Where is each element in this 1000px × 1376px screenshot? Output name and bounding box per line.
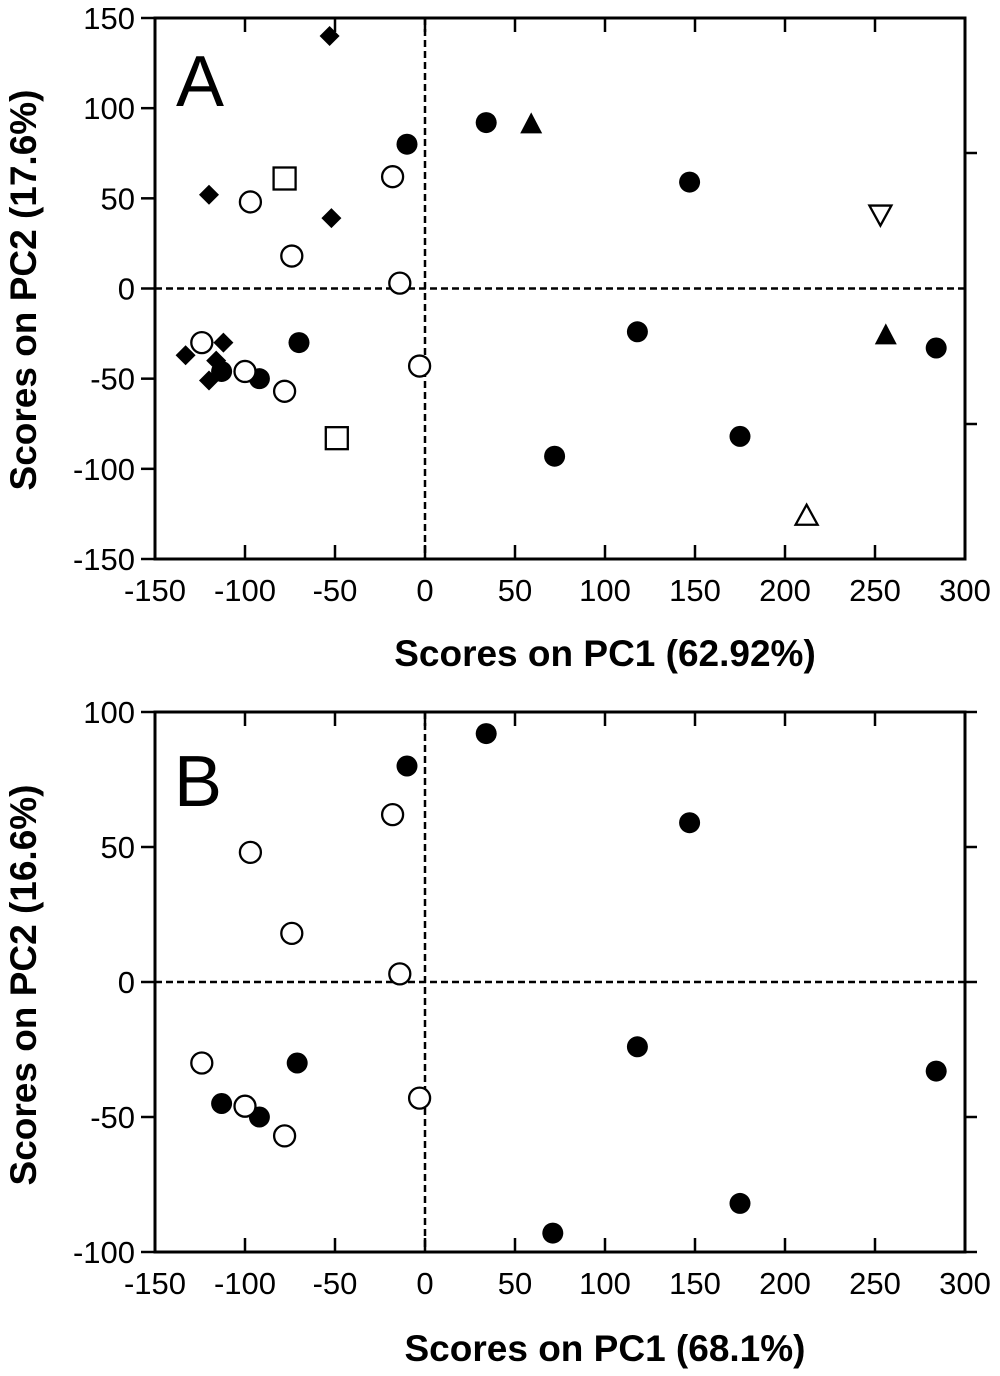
x-tick-label: 300 [939, 1266, 991, 1301]
panel-label: A [176, 42, 224, 122]
x-tick-label: 50 [498, 573, 532, 608]
y-tick-label: -50 [90, 1100, 135, 1135]
x-tick-label: 0 [416, 1266, 433, 1301]
x-tick-label: -150 [124, 1266, 186, 1301]
filled-diamond-point [319, 26, 340, 47]
filled-circle-point [729, 425, 751, 447]
filled-diamond-point [213, 332, 234, 353]
y-tick-label: 0 [118, 965, 135, 1000]
x-tick-label: 50 [498, 1266, 532, 1301]
y-axis-title: Scores on PC2 (17.6%) [3, 90, 44, 491]
open-circle-point [233, 1094, 257, 1118]
panel-b: -150 -100 -50 0 50 100 150 200 250 300-100-500501… [3, 695, 991, 1369]
y-tick-label: 50 [101, 181, 135, 216]
x-tick-label: 150 [669, 1266, 721, 1301]
filled-circle-point [679, 171, 701, 193]
open-circle-point [280, 244, 304, 268]
filled-circle-point [729, 1192, 751, 1214]
filled-circle-point [626, 321, 648, 343]
filled-circle-point [542, 1222, 564, 1244]
open-circle-point [407, 1086, 432, 1110]
open-circle-point [280, 921, 304, 946]
filled-triangle-up-point [520, 112, 543, 134]
filled-diamond-point [321, 208, 342, 229]
x-tick-label: 100 [579, 1266, 631, 1301]
filled-circle-point [475, 723, 497, 745]
x-axis-title: Scores on PC1 (68.1%) [405, 1328, 806, 1369]
y-tick-label: -50 [90, 362, 135, 397]
x-tick-label: -50 [313, 1266, 358, 1301]
panel-a: -150 -100 -50 0 50 100 150 200 250 300 -150 -100 -50… [3, 1, 991, 674]
open-circle-point [190, 330, 214, 355]
filled-diamond-point [206, 350, 227, 371]
x-tick-label: 250 [849, 1266, 901, 1301]
open-square-point [272, 166, 297, 191]
x-tick-label: -100 [214, 573, 276, 608]
x-tick-label: 300 [939, 573, 991, 608]
filled-circle-point [288, 332, 310, 354]
filled-diamond-point [175, 345, 196, 366]
panel-label: B [174, 742, 222, 822]
open-circle-point [380, 165, 405, 189]
x-axis-title: Scores on PC1 (62.92%) [394, 633, 816, 674]
open-circle-point [233, 359, 257, 384]
open-triangle-down-point [867, 204, 894, 228]
filled-circle-point [396, 133, 418, 155]
filled-diamond-point [199, 184, 219, 205]
y-tick-label: -100 [73, 1235, 135, 1270]
open-circle-point [190, 1051, 214, 1075]
open-square-point [324, 426, 349, 451]
filled-circle-point [544, 445, 566, 467]
x-tick-label: -50 [313, 573, 358, 608]
open-circle-point [388, 962, 412, 986]
x-tick-label: 150 [669, 573, 721, 608]
filled-circle-point [626, 1036, 648, 1058]
filled-circle-point [475, 112, 497, 134]
open-circle-point [407, 354, 432, 378]
open-circle-point [380, 802, 405, 827]
x-tick-label: 250 [849, 573, 901, 608]
filled-circle-point [211, 1093, 233, 1114]
open-triangle-up-point [793, 502, 820, 526]
open-circle-point [238, 840, 263, 865]
y-tick-label: 100 [83, 695, 135, 730]
x-tick-label: -150 [124, 573, 186, 608]
filled-triangle-up-point [874, 323, 897, 345]
y-tick-label: -150 [73, 542, 135, 577]
open-circle-point [388, 271, 412, 295]
x-tick-label: -100 [214, 1266, 276, 1301]
open-circle-point [272, 379, 297, 403]
filled-circle-point [925, 337, 947, 359]
open-circle-point [272, 1124, 297, 1148]
filled-circle-point [925, 1060, 947, 1082]
x-tick-label: 200 [759, 573, 811, 608]
x-tick-label: 200 [759, 1266, 811, 1301]
y-tick-label: -100 [73, 452, 135, 487]
y-tick-label: 150 [83, 1, 135, 36]
y-tick-label: 50 [101, 830, 135, 865]
y-tick-label: 100 [83, 91, 135, 126]
open-circle-point [238, 190, 263, 214]
y-tick-label: 0 [118, 272, 135, 307]
filled-diamond-point [199, 370, 219, 391]
x-tick-label: 100 [579, 573, 631, 608]
filled-circle-point [679, 812, 701, 834]
filled-circle-point [286, 1052, 308, 1074]
y-axis-title: Scores on PC2 (16.6%) [3, 785, 44, 1186]
x-tick-label: 0 [416, 573, 433, 608]
filled-circle-point [396, 755, 418, 777]
